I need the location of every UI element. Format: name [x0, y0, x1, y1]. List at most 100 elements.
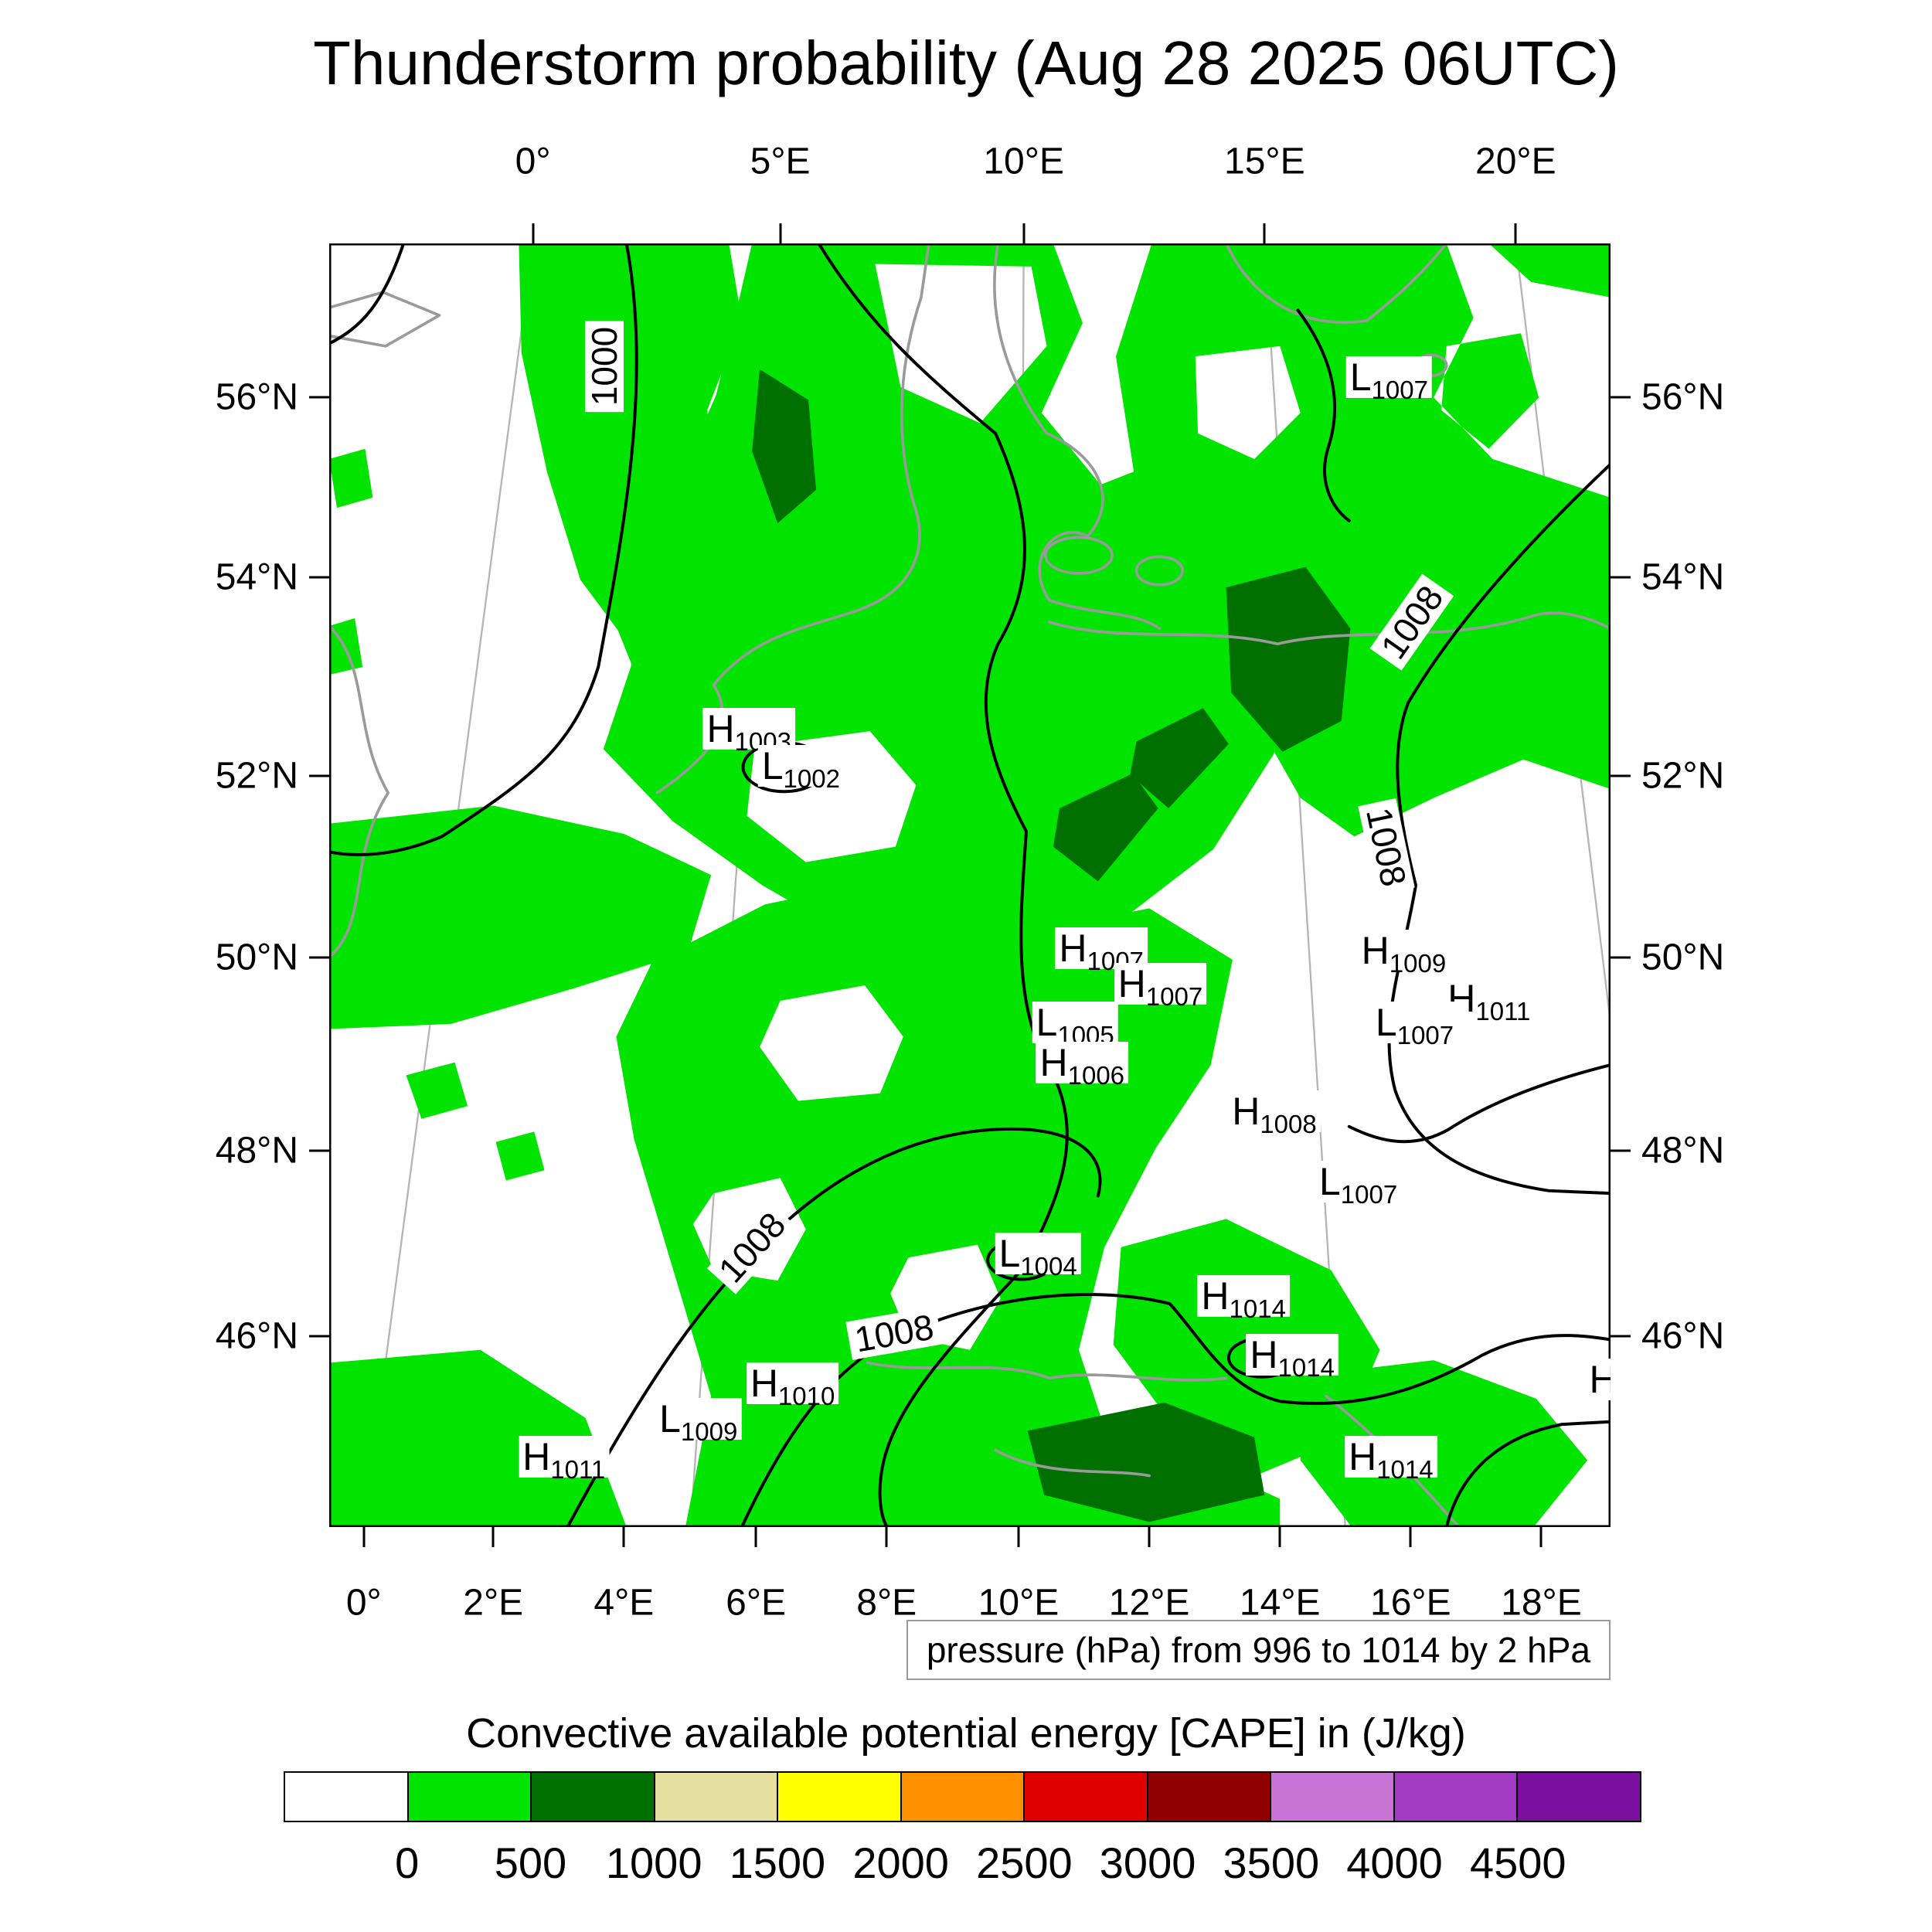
- axis-left-label: 46°N: [215, 1315, 298, 1356]
- axis-top-label: 0°: [515, 141, 551, 182]
- axis-bottom-tick: [1539, 1527, 1543, 1547]
- axis-left-tick: [309, 576, 329, 579]
- pressure-center-value: 1007: [1340, 1180, 1398, 1209]
- axis-top-tick: [1514, 223, 1517, 243]
- axis-left-tick: [309, 1149, 329, 1152]
- axis-bottom-label: 12°E: [1108, 1582, 1190, 1624]
- colorbar-cell: [1270, 1773, 1393, 1821]
- axis-right-label: 54°N: [1641, 556, 1725, 598]
- axis-left-tick: [309, 774, 329, 777]
- page-title: Thunderstorm probability (Aug 28 2025 06…: [313, 29, 1619, 97]
- axis-bottom-label: 18°E: [1501, 1582, 1582, 1624]
- cape-colorbar: [284, 1771, 1641, 1822]
- pressure-center-value: 1002: [783, 764, 840, 794]
- cape-shading-mid: [752, 369, 1351, 1522]
- pressure-center-value: 1007: [1145, 982, 1203, 1012]
- colorbar-tick-label: 500: [494, 1838, 567, 1887]
- colorbar-tick-label: 4500: [1469, 1838, 1566, 1887]
- pressure-center-letter: H: [750, 1361, 778, 1405]
- pressure-center-letter: L: [1349, 355, 1372, 399]
- colorbar-cell: [1393, 1773, 1517, 1821]
- axis-bottom-label: 0°: [345, 1582, 382, 1624]
- pressure-center-value: 1011: [550, 1454, 606, 1484]
- axis-left-label: 56°N: [215, 376, 298, 418]
- axis-left-tick: [309, 956, 329, 959]
- axis-bottom-tick: [885, 1527, 888, 1547]
- axis-bottom-label: 2°E: [463, 1582, 524, 1624]
- axis-bottom-label: 10°E: [978, 1582, 1060, 1624]
- axis-bottom-label: 14°E: [1239, 1582, 1321, 1624]
- colorbar-tick-label: 2500: [976, 1838, 1073, 1887]
- pressure-center-high: H1010: [746, 1361, 839, 1409]
- axis-left-tick: [309, 396, 329, 399]
- pressure-center-value: 1007: [1396, 1021, 1454, 1050]
- pressure-center-high: H: [1585, 1358, 1611, 1400]
- pressure-center-high: H1003: [702, 707, 795, 754]
- pressure-center-low: L1009: [655, 1398, 742, 1444]
- pressure-center-high: H1008: [1228, 1089, 1321, 1137]
- pressure-center-letter: L: [1036, 1001, 1058, 1045]
- axis-right-tick: [1611, 774, 1631, 777]
- pressure-center-letter: H: [1361, 929, 1389, 973]
- pressure-centers-layer: L1007 H1003 L1002 H1007 H1007 H1009 H1011 L1005…: [329, 243, 1611, 1527]
- axis-right-tick: [1611, 956, 1631, 959]
- colorbar-cell: [777, 1773, 900, 1821]
- pressure-center-low: L1004: [995, 1232, 1081, 1279]
- pressure-center-value: 1014: [1229, 1294, 1286, 1324]
- colorbar-cell: [900, 1773, 1024, 1821]
- pressure-center-high: H1011: [1444, 977, 1535, 1024]
- axis-right-tick: [1611, 1149, 1631, 1152]
- pressure-center-letter: H: [1250, 1333, 1278, 1377]
- axis-right-label: 56°N: [1641, 376, 1725, 418]
- pressure-center-low: L1002: [757, 745, 844, 791]
- axis-bottom-tick: [1148, 1527, 1151, 1547]
- map-area: 0° 5°E 10°E 15°E 20°E 0° 2°E 4°E 6°E 8°E 10°E 12°E…: [216, 141, 1725, 1624]
- axis-bottom-label: 8°E: [856, 1582, 917, 1624]
- pressure-center-letter: H: [1232, 1089, 1260, 1133]
- colorbar-cell: [530, 1773, 654, 1821]
- pressure-center-letter: L: [1318, 1160, 1341, 1204]
- axis-top-tick: [1263, 223, 1266, 243]
- pressure-center-low: L1005: [1032, 1001, 1118, 1048]
- pressure-center-letter: H: [1201, 1274, 1230, 1318]
- pressure-center-value: 1007: [1371, 375, 1428, 404]
- axis-right-label: 50°N: [1641, 937, 1725, 978]
- pressure-center-letter: H: [1117, 962, 1146, 1006]
- legend-title: Convective available potential energy [C…: [466, 1710, 1466, 1757]
- axis-top-tick: [1022, 223, 1026, 243]
- pressure-center-value: 1011: [1475, 996, 1531, 1026]
- pressure-center-letter: H: [1349, 1434, 1377, 1478]
- axis-top-label: 15°E: [1224, 141, 1305, 182]
- pressure-center-high: H1014: [1246, 1333, 1338, 1380]
- pressure-center-high: H1007: [1055, 926, 1148, 974]
- pressure-caption: pressure (hPa) from 996 to 1014 by 2 hPa: [906, 1620, 1611, 1680]
- colorbar-cell: [653, 1773, 777, 1821]
- pressure-center-letter: H: [1059, 926, 1087, 970]
- colorbar-cell: [285, 1773, 407, 1821]
- axis-left-label: 48°N: [215, 1130, 298, 1172]
- colorbar-cell: [406, 1773, 531, 1821]
- axis-bottom-tick: [1017, 1527, 1020, 1547]
- colorbar-tick-label: 1000: [605, 1838, 702, 1887]
- pressure-center-low: L1007: [1371, 1002, 1458, 1048]
- axis-bottom-tick: [1409, 1527, 1412, 1547]
- axis-left-label: 52°N: [215, 755, 298, 797]
- pressure-center-high: H1014: [1197, 1274, 1290, 1321]
- pressure-center-high: H1011: [519, 1434, 610, 1482]
- axis-bottom-tick: [362, 1527, 366, 1547]
- pressure-center-letter: H: [522, 1434, 551, 1478]
- pressure-center-value: 1014: [1277, 1353, 1335, 1383]
- pressure-center-letter: L: [998, 1232, 1021, 1276]
- colorbar-tick-label: 3500: [1223, 1838, 1320, 1887]
- pressure-center-value: 1006: [1067, 1060, 1125, 1090]
- axis-right-tick: [1611, 1335, 1631, 1337]
- pressure-center-high: H1009: [1357, 929, 1451, 976]
- axis-left-label: 50°N: [215, 937, 298, 978]
- pressure-center-high: H1007: [1114, 962, 1207, 1009]
- pressure-center-high: H1006: [1036, 1041, 1129, 1088]
- axis-bottom-label: 4°E: [594, 1582, 655, 1624]
- pressure-center-low: L1007: [1315, 1160, 1402, 1207]
- pressure-center-value: 1009: [680, 1417, 738, 1447]
- axis-left-tick: [309, 1335, 329, 1337]
